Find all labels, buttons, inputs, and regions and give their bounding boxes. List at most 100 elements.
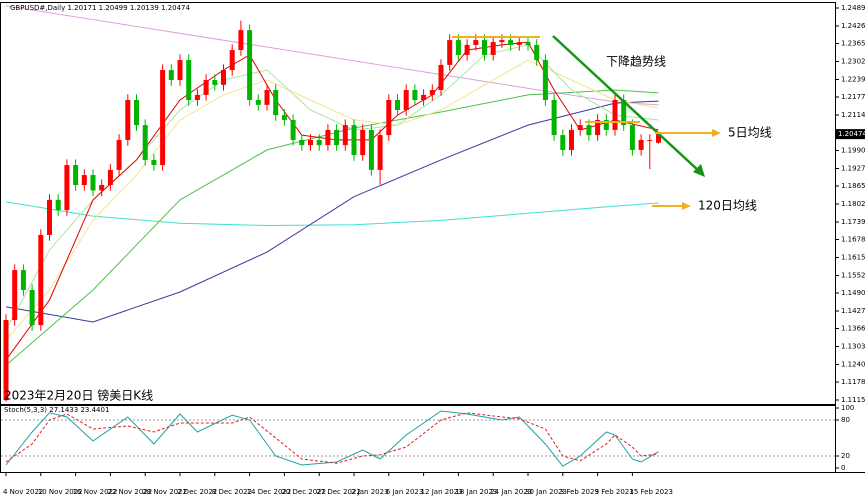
candle-body (499, 40, 505, 43)
candle-body (221, 70, 226, 85)
x-tick-label: 3 Feb 2023 (560, 488, 599, 496)
candle-body (638, 139, 644, 150)
y-tick-label: 1.15520 (841, 271, 865, 279)
y-tick-label: 20 (841, 452, 850, 460)
candle-body (281, 115, 287, 120)
candle-body (107, 169, 113, 186)
y-tick-label: 1.24265 (841, 22, 865, 30)
candle-body (186, 60, 192, 101)
candle-body (516, 42, 522, 45)
symbol: GBPUSD#,Daily (10, 4, 65, 12)
y-tick-label: 80 (841, 416, 850, 424)
candle-body (194, 94, 200, 101)
trend-label: 下降趋势线 (606, 55, 666, 69)
plot-area: 1.24895 1.24265 1.23650 1.23020 1.22390 1.217… (1, 4, 865, 472)
candle-body (151, 159, 157, 166)
trend-arrow (693, 164, 705, 177)
candle-body (438, 64, 444, 91)
candle-body (447, 40, 453, 65)
candle-body (395, 100, 400, 110)
y-tick-label: 1.19270 (841, 164, 865, 172)
y-tick-label: 1.16780 (841, 236, 865, 244)
candle-body (299, 139, 305, 146)
candle-body (142, 125, 148, 160)
candle-body (247, 30, 253, 101)
y-tick-label: 1.14905 (841, 289, 865, 297)
y-tick-label: 1.13660 (841, 325, 865, 333)
ma120-label: 120日均线 (698, 199, 757, 213)
x-tick-label: 14 Dec 2022 (247, 488, 292, 496)
candle-body (560, 135, 566, 150)
ma5-arrow-head (712, 129, 721, 137)
candle-body (29, 290, 35, 326)
y-tick-label: 100 (841, 404, 854, 412)
high-value: 1.20499 (99, 4, 128, 12)
y-tick-label: 1.23020 (841, 57, 865, 65)
ma5-label: 5日均线 (728, 126, 772, 140)
candle-body (160, 70, 166, 166)
x-tick-label: 9 Feb 2023 (595, 488, 634, 496)
x-tick-label: 28 Nov 2022 (142, 488, 187, 496)
candle-body (551, 100, 557, 136)
stoch-header: Stoch(5,3,3) 27.1433 23.4401 (4, 406, 109, 414)
x-tick-label: 2 Jan 2023 (351, 488, 389, 496)
ma120-arrow-head (682, 202, 691, 210)
candle-body (455, 40, 461, 55)
y-tick-label: 1.13030 (841, 343, 865, 351)
candle-body (429, 90, 435, 95)
candle-body (229, 50, 235, 71)
y-tick-label: 1.16150 (841, 253, 865, 261)
y-tick-label: 1.24895 (841, 4, 865, 12)
stoch-main: 27.1433 (49, 406, 78, 414)
candle-body (116, 139, 122, 170)
candle-body (90, 175, 96, 191)
price-box (836, 129, 865, 140)
candle-body (168, 70, 174, 81)
y-tick-label: 1.17395 (841, 218, 865, 226)
y-tick-label: 1.22390 (841, 75, 865, 83)
candle-body (55, 199, 61, 211)
candle-body (73, 165, 79, 186)
x-tick-label: 8 Dec 2022 (212, 488, 252, 496)
x-tick-label: 30 Jan 2023 (525, 488, 567, 496)
candle-body (308, 139, 313, 146)
candle-body (542, 60, 548, 101)
candle-body (177, 60, 183, 81)
candle-body (603, 119, 609, 130)
line (5, 410, 659, 467)
candle-body (595, 119, 601, 136)
close-value: 1.20474 (161, 4, 190, 12)
candle-body (508, 40, 514, 45)
caption: 2023年2月20日 镑美日K线 (4, 388, 153, 403)
x-tick-label: 15 Feb 2023 (629, 488, 673, 496)
candle-body (20, 270, 26, 291)
candle-body (577, 125, 583, 130)
candle-body (621, 100, 627, 126)
x-tick-label: 4 Nov 2022 (3, 488, 43, 496)
candle-body (99, 185, 105, 191)
open-value: 1.20171 (67, 4, 96, 12)
candle-body (473, 40, 479, 45)
candle-body (273, 90, 279, 116)
candle-body (629, 125, 635, 150)
x-tick-label: 6 Jan 2023 (386, 488, 424, 496)
main-frame (0, 2, 836, 405)
candle-body (38, 234, 44, 326)
candle-body (255, 100, 261, 105)
line (5, 59, 659, 341)
candle-body (421, 94, 427, 101)
candle-body (3, 319, 9, 401)
x-tick-label: 2 Dec 2022 (177, 488, 217, 496)
candle-body (569, 129, 574, 150)
candle-body (534, 44, 540, 61)
x-tick-label: 20 Dec 2022 (281, 488, 326, 496)
price-label: 1.20474 (838, 130, 865, 138)
candle-body (125, 100, 131, 140)
y-tick-label: 1.19900 (841, 147, 865, 155)
candle-body (403, 90, 409, 110)
x-tick-label: 16 Nov 2022 (73, 488, 118, 496)
candle-body (81, 175, 87, 186)
y-tick-label: 1.21775 (841, 93, 865, 101)
